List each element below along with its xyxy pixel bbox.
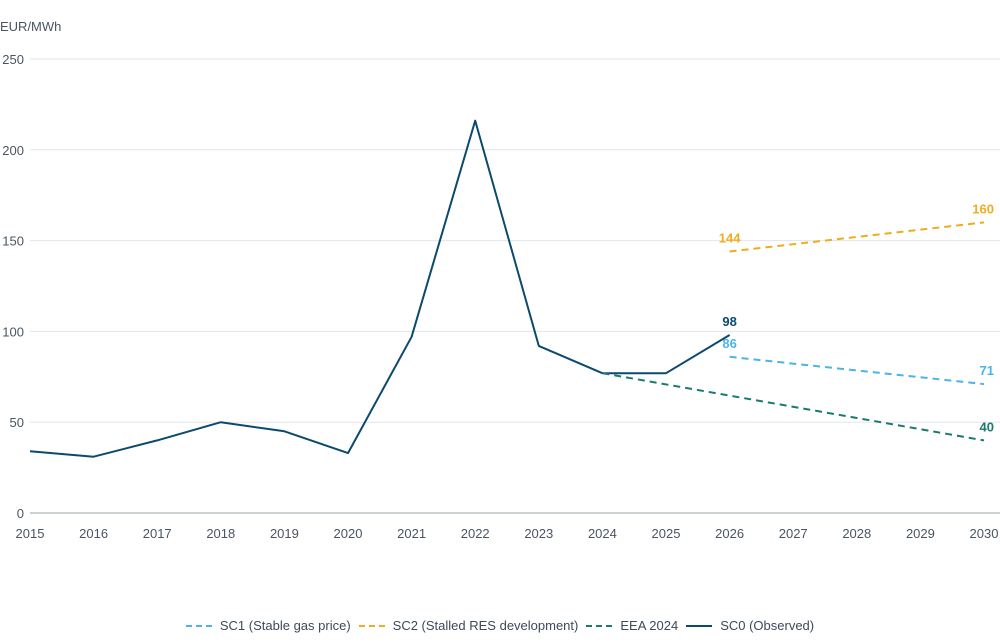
y-tick-label: 150 — [2, 234, 24, 249]
x-axis-ticks: 2015 2016 2017 2018 2019 2020 2021 2022 2023 2024… — [16, 526, 999, 541]
legend-item: SC1 (Stable gas price) — [185, 618, 351, 633]
x-tick-label: 2018 — [206, 526, 235, 541]
data-labels: 86 71 144 160 40 98 — [719, 201, 994, 434]
x-tick-label: 2028 — [842, 526, 871, 541]
x-tick-label: 2016 — [79, 526, 108, 541]
x-tick-label: 2024 — [588, 526, 617, 541]
legend-item: SC2 (Stalled RES development) — [358, 618, 579, 633]
data-label: 71 — [980, 363, 994, 378]
x-tick-label: 2015 — [16, 526, 45, 541]
y-tick-label: 0 — [17, 506, 24, 521]
x-tick-label: 2020 — [334, 526, 363, 541]
series-line-1 — [729, 221, 985, 253]
series-line-0 — [729, 355, 985, 386]
y-tick-label: 50 — [10, 415, 24, 430]
series-lines — [29, 119, 985, 458]
x-tick-label: 2025 — [652, 526, 681, 541]
x-tick-label: 2027 — [779, 526, 808, 541]
data-label: 86 — [722, 336, 736, 351]
series-line-3 — [29, 119, 731, 458]
legend-item: EEA 2024 — [586, 618, 678, 633]
x-tick-label: 2023 — [524, 526, 553, 541]
y-axis-unit-label: EUR/MWh — [0, 19, 61, 34]
legend-label: SC2 (Stalled RES development) — [392, 618, 579, 633]
data-label: 160 — [972, 201, 994, 216]
legend-swatch — [686, 624, 713, 627]
x-tick-label: 2029 — [906, 526, 935, 541]
legend: SC1 (Stable gas price) SC2 (Stalled RES d… — [0, 618, 1000, 633]
x-tick-label: 2017 — [143, 526, 172, 541]
data-label: 144 — [719, 230, 741, 245]
y-axis-ticks: 0 50 100 150 200 250 — [2, 52, 24, 521]
x-tick-label: 2030 — [970, 526, 999, 541]
legend-swatch — [586, 624, 613, 627]
data-label: 98 — [722, 314, 736, 329]
x-tick-label: 2021 — [397, 526, 426, 541]
legend-swatch — [185, 624, 212, 627]
gridlines — [30, 58, 1000, 514]
x-tick-label: 2026 — [715, 526, 744, 541]
series-line-2 — [602, 372, 985, 442]
x-tick-label: 2022 — [461, 526, 490, 541]
legend-label: SC0 (Observed) — [720, 618, 815, 633]
y-tick-label: 100 — [2, 324, 24, 339]
data-label: 40 — [980, 419, 994, 434]
legend-swatch — [358, 624, 385, 627]
legend-label: SC1 (Stable gas price) — [219, 618, 351, 633]
y-tick-label: 250 — [2, 52, 24, 67]
x-tick-label: 2019 — [270, 526, 299, 541]
y-tick-label: 200 — [2, 143, 24, 158]
legend-item: SC0 (Observed) — [686, 618, 814, 633]
legend-label: EEA 2024 — [620, 618, 679, 633]
